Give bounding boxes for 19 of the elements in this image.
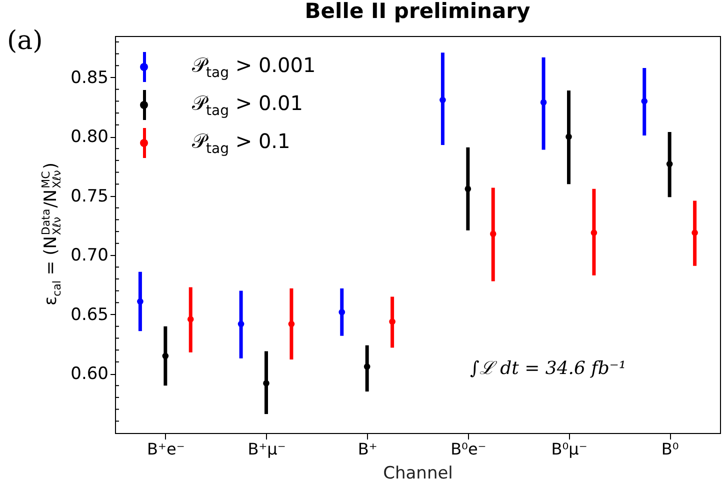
legend-label: 𝒫$_{tag}$ > 0.001 [192,53,316,81]
x-tick-label: B⁺e⁻ [147,440,185,458]
y-tick-label: 0.65 [70,304,108,325]
chart-title: Belle II preliminary [304,0,531,23]
x-tick-label: B⁺ [358,440,378,458]
legend-label: 𝒫$_{tag}$ > 0.1 [192,129,290,157]
y-tick-label: 0.60 [70,364,108,384]
y-tick-label: 0.80 [70,127,108,148]
x-tick-label: B⁺μ⁻ [248,440,286,458]
x-axis-title: Channel [383,464,453,484]
legend-label: 𝒫$_{tag}$ > 0.01 [192,91,303,119]
text: (a) [7,26,43,56]
x-tick-label: B⁰ [661,440,679,458]
y-tick-label: 0.70 [70,246,108,266]
x-tick-label: B⁰μ⁻ [551,440,588,458]
y-tick-label: 0.75 [70,186,108,206]
annotation: ∫ℒ dt = 34.6 fb⁻¹ [470,358,626,379]
y-tick-label: 0.85 [70,68,108,88]
x-tick-label: B⁰e⁻ [450,440,486,458]
